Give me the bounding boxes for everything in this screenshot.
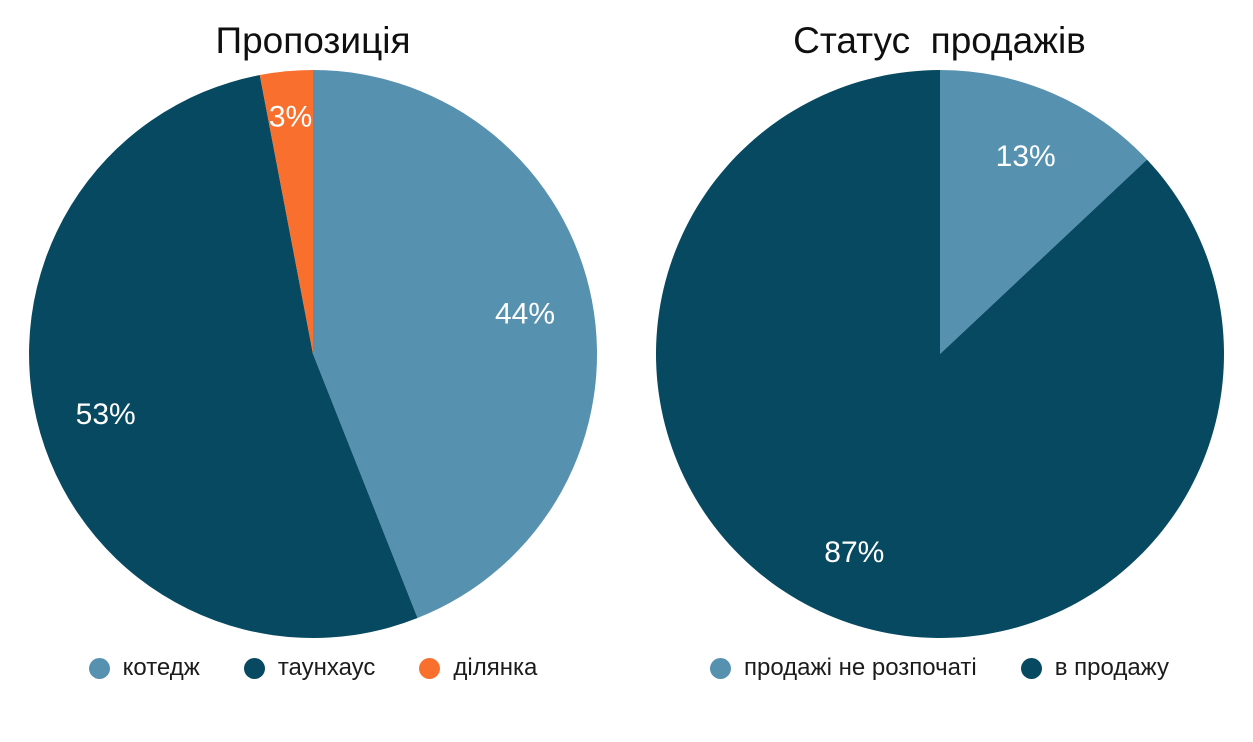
legend-label: в продажу: [1054, 654, 1169, 682]
legend-swatch-icon: [88, 657, 110, 679]
chart-offer-title: Пропозиція: [215, 20, 411, 61]
legend-swatch-icon: [710, 657, 731, 679]
chart-sales-status-title: Статус продажів: [793, 20, 1086, 61]
pie-slice-продажі-не-розпочаті: [939, 70, 1147, 355]
chart-offer: Пропозиція 44% 53% 3% котедж таунхаус ділянк…: [0, 0, 626, 742]
legend-item-продажі-не-розпочаті: продажі не розпочаті: [710, 654, 977, 682]
legend-swatch-icon: [419, 657, 441, 679]
legend-swatch-icon: [243, 657, 265, 679]
pie-value-label: 3%: [269, 101, 312, 134]
pie-value-label: 53%: [76, 398, 136, 431]
pie-chart-sales-status: 13% 87%: [655, 70, 1224, 639]
pie-value-label: 44%: [495, 298, 555, 331]
pie-chart-offer: 44% 53% 3%: [29, 70, 598, 639]
legend-label: котедж: [122, 654, 200, 682]
legend-offer: котедж таунхаус ділянка: [88, 654, 537, 682]
legend-label: продажі не розпочаті: [744, 654, 977, 682]
legend-item-в-продажу: в продажу: [1020, 654, 1169, 682]
legend-sales-status: продажі не розпочаті в продажу: [710, 654, 1169, 682]
pie-slice-котедж: [313, 70, 598, 619]
legend-label: ділянка: [453, 654, 538, 682]
legend-item-котедж: котедж: [88, 654, 200, 682]
pie-slice-ділянка: [259, 70, 313, 355]
legend-item-ділянка: ділянка: [419, 654, 537, 682]
pie-value-label: 87%: [824, 536, 884, 569]
legend-swatch-icon: [1020, 657, 1042, 679]
chart-sales-status: Статус продажів 13% 87% продажі не розпоч…: [626, 0, 1253, 742]
pie-slice-таунхаус: [29, 75, 418, 639]
pie-slice-в-продажу: [655, 70, 1224, 639]
legend-item-таунхаус: таунхаус: [243, 654, 376, 682]
legend-label: таунхаус: [277, 654, 376, 682]
pie-value-label: 13%: [995, 140, 1055, 173]
